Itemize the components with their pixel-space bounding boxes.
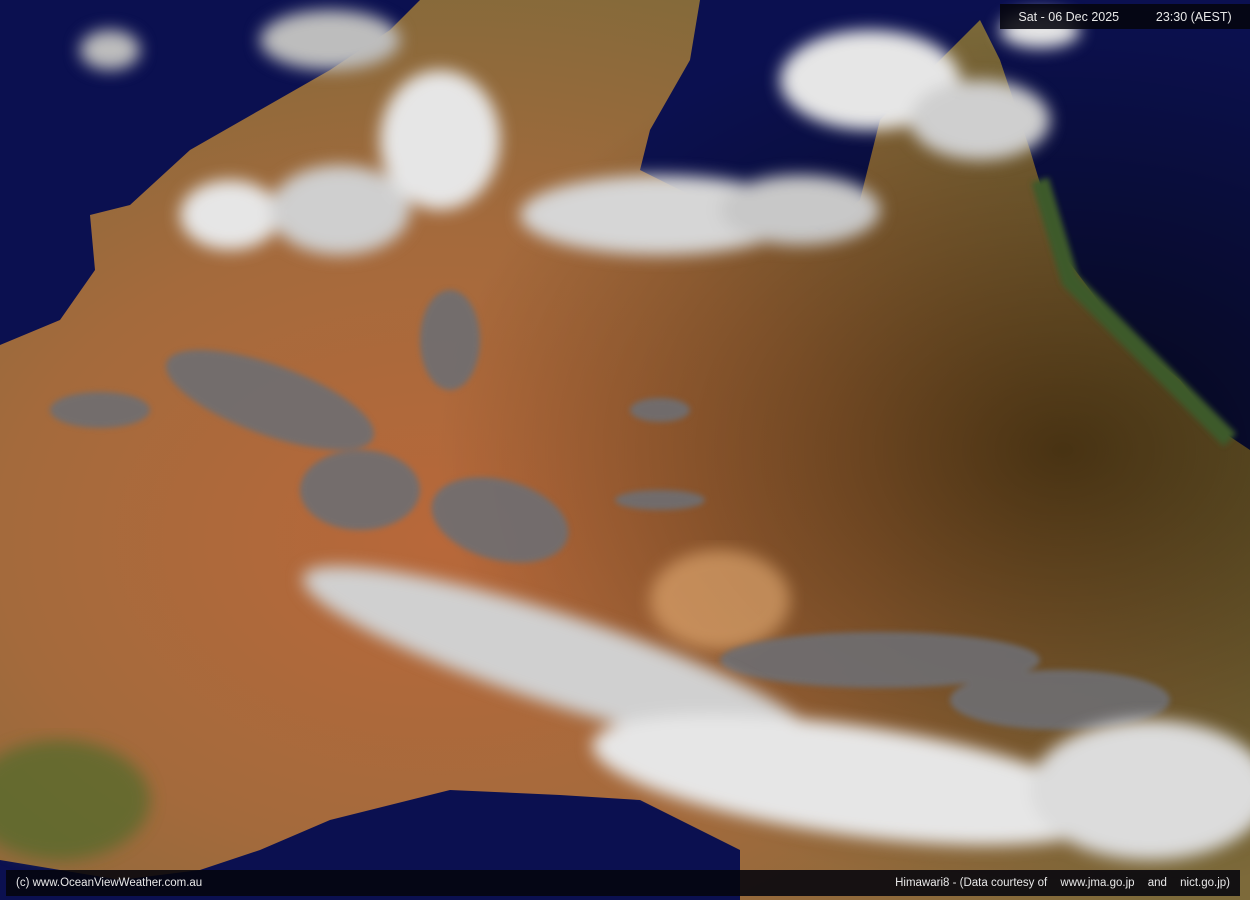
clouds	[80, 10, 1250, 860]
source-link-jma: www.jma.go.jp	[1060, 877, 1135, 889]
timestamp-bar: Sat - 06 Dec 2025 23:30 (AEST)	[1000, 4, 1250, 29]
credits-bar: (c) www.OceanViewWeather.com.au Himawari…	[6, 870, 1240, 896]
satellite-label: Himawari8 - (Data courtesy of	[895, 877, 1048, 889]
copyright-credit: (c) www.OceanViewWeather.com.au	[16, 877, 203, 889]
source-link-nict: nict.go.jp)	[1180, 877, 1230, 889]
date-label: Sat - 06 Dec 2025	[1018, 9, 1120, 24]
time-label: 23:30 (AEST)	[1155, 9, 1232, 24]
data-source: Himawari8 - (Data courtesy of www.jma.go…	[885, 877, 1230, 889]
low-cloud-patches	[50, 290, 1170, 730]
source-and: and	[1147, 877, 1167, 889]
